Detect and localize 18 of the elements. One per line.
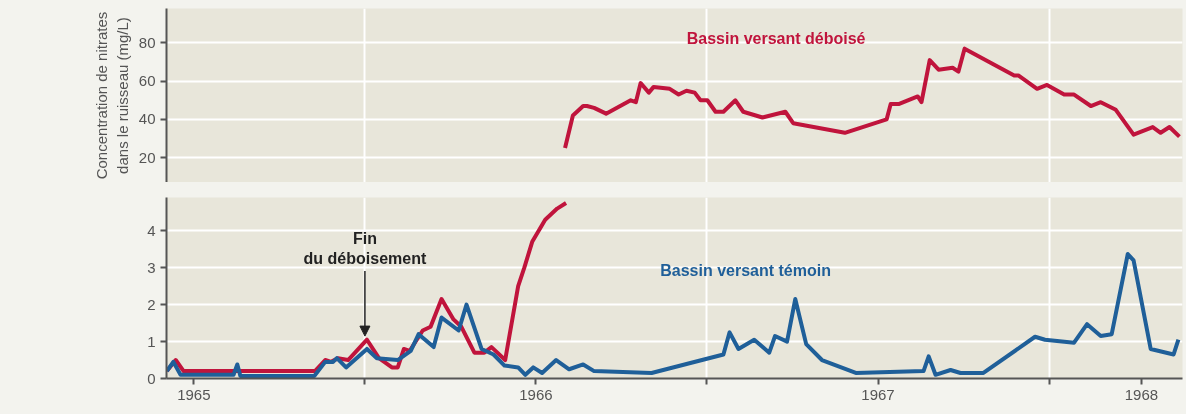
y-tick-label: 80 — [138, 33, 156, 51]
y-tick-label: 1 — [147, 332, 156, 350]
x-tick-label: 1966 — [519, 385, 553, 403]
y-axis-title: Concentration de nitrates dans le ruisseau (mg/L) — [93, 11, 131, 180]
line-series — [563, 46, 1182, 151]
text: Bassin versant témoin — [660, 261, 831, 279]
annotation: Fin du déboisement — [303, 229, 427, 268]
text: Bassin versant déboisé — [686, 29, 866, 47]
y-tick-label: 3 — [147, 258, 156, 276]
y-tick-label: 60 — [138, 72, 156, 90]
x-tick-label: 1967 — [861, 385, 895, 403]
y-tick-label: 4 — [147, 221, 156, 239]
y-tick-label: 2 — [147, 295, 156, 313]
y-tick-label: 20 — [138, 148, 156, 166]
x-tick-label: 1968 — [1124, 385, 1159, 403]
y-tick-label: 0 — [147, 369, 156, 387]
x-tick-label: 1965 — [177, 385, 211, 403]
y-tick-label: 40 — [138, 110, 156, 128]
